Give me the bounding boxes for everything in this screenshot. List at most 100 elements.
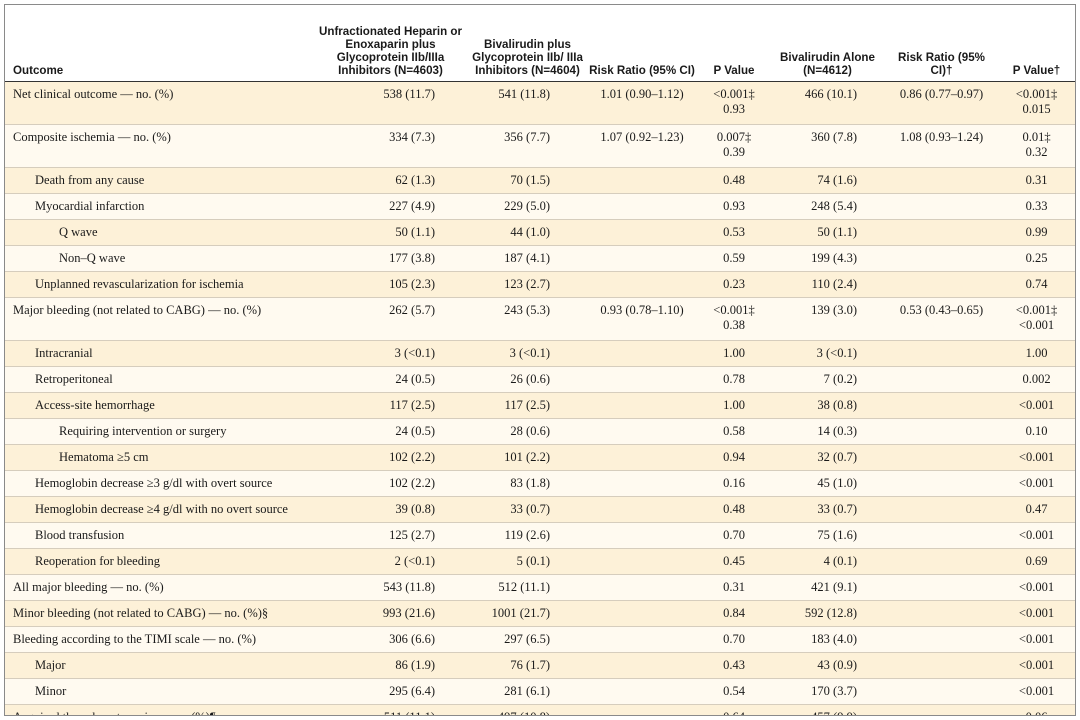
- table-row: Requiring intervention or surgery 24 (0.5…: [5, 418, 1075, 445]
- outcome-label: Unplanned revascularization for ischemia: [5, 271, 312, 298]
- table-row: Major bleeding (not related to CABG) — n…: [5, 297, 1075, 341]
- outcome-label: Retroperitoneal: [5, 366, 312, 393]
- table-row: Net clinical outcome — no. (%) 538 (11.7)…: [5, 81, 1075, 125]
- p-value-1: 1.00: [698, 392, 770, 419]
- heparin-value: 511 (11.1): [312, 704, 469, 715]
- bivalirudin-alone-value: 170 (3.7): [770, 678, 885, 705]
- header-p-value-2: P Value†: [998, 5, 1075, 82]
- p-value-text: 0.69: [1025, 553, 1048, 568]
- bivalirudin-alone-value: 43 (0.9): [770, 652, 885, 679]
- p-value-2: <0.001‡ <0.001: [998, 297, 1075, 341]
- p-value-2: 0.002: [998, 366, 1075, 393]
- outcome-label: Blood transfusion: [5, 522, 312, 549]
- heparin-value: 3 (<0.1): [312, 340, 469, 367]
- risk-ratio-1: [586, 219, 698, 246]
- p-value-text: 0.78: [723, 371, 745, 386]
- bivalirudin-alone-value: 3 (<0.1): [770, 340, 885, 367]
- bivalirudin-gp-value: 5 (0.1): [469, 548, 586, 575]
- bivalirudin-gp-value: 497 (10.8): [469, 704, 586, 715]
- heparin-value: 177 (3.8): [312, 245, 469, 272]
- p-value-2: <0.001: [998, 678, 1075, 705]
- p-value-text: 0.48: [723, 172, 745, 187]
- risk-ratio-1: 0.93 (0.78–1.10): [586, 297, 698, 341]
- p-value-1: 0.48: [698, 496, 770, 523]
- p-value-2: <0.001: [998, 470, 1075, 497]
- bivalirudin-alone-value: 38 (0.8): [770, 392, 885, 419]
- p-value-text: 0.70: [723, 631, 745, 646]
- table-row: All major bleeding — no. (%) 543 (11.8) 51…: [5, 574, 1075, 601]
- risk-ratio-1: [586, 470, 698, 497]
- p-value-text: 0.84: [723, 605, 745, 620]
- risk-ratio-1: [586, 340, 698, 367]
- p-value-text: 0.31: [723, 579, 745, 594]
- bivalirudin-gp-value: 101 (2.2): [469, 444, 586, 471]
- p-value-2: 0.06: [998, 704, 1075, 716]
- p-value-text: 0.007‡: [716, 129, 752, 144]
- p-value-text: <0.001: [1018, 527, 1055, 542]
- table-row: Q wave 50 (1.1) 44 (1.0) 0.53 50 (1.1) 0.99: [5, 219, 1075, 246]
- p-value-text: 0.58: [723, 423, 745, 438]
- p-value-text: 0.002: [1022, 371, 1051, 386]
- outcome-label: Hemoglobin decrease ≥3 g/dl with overt s…: [5, 470, 312, 497]
- heparin-value: 102 (2.2): [312, 444, 469, 471]
- outcome-label: Major: [5, 652, 312, 679]
- p-value-text: 0.47: [1025, 501, 1048, 516]
- p-value-2: <0.001: [998, 444, 1075, 471]
- heparin-value: 125 (2.7): [312, 522, 469, 549]
- outcome-label: Death from any cause: [5, 167, 312, 194]
- outcome-label: Access-site hemorrhage: [5, 392, 312, 419]
- risk-ratio-1: [586, 444, 698, 471]
- p-value-text: <0.001‡: [713, 302, 755, 317]
- p-value-text: 0.38: [723, 317, 745, 332]
- p-value-1: 0.007‡ 0.39: [698, 124, 770, 168]
- risk-ratio-1: [586, 496, 698, 523]
- p-value-text: 0.93: [723, 198, 745, 213]
- p-value-1: 0.31: [698, 574, 770, 601]
- bivalirudin-alone-value: 14 (0.3): [770, 418, 885, 445]
- table-row: Minor 295 (6.4) 281 (6.1) 0.54 170 (3.7) <0.0…: [5, 678, 1075, 705]
- bivalirudin-gp-value: 123 (2.7): [469, 271, 586, 298]
- p-value-2: <0.001: [998, 574, 1075, 601]
- p-value-text: 0.33: [1025, 198, 1048, 213]
- bivalirudin-gp-value: 297 (6.5): [469, 626, 586, 653]
- outcome-label: Reoperation for bleeding: [5, 548, 312, 575]
- risk-ratio-2: [885, 193, 998, 220]
- risk-ratio-2: [885, 418, 998, 445]
- risk-ratio-1: [586, 704, 698, 715]
- table-row: Retroperitoneal 24 (0.5) 26 (0.6) 0.78 7 (0.…: [5, 366, 1075, 393]
- bivalirudin-gp-value: 26 (0.6): [469, 366, 586, 393]
- bivalirudin-gp-value: 119 (2.6): [469, 522, 586, 549]
- bivalirudin-alone-value: 421 (9.1): [770, 574, 885, 601]
- header-p-value-1: P Value: [698, 5, 770, 82]
- bivalirudin-gp-value: 28 (0.6): [469, 418, 586, 445]
- p-value-2: 0.99: [998, 219, 1075, 246]
- table-row: Hemoglobin decrease ≥3 g/dl with overt s…: [5, 470, 1075, 497]
- bivalirudin-gp-value: 187 (4.1): [469, 245, 586, 272]
- p-value-2: 0.47: [998, 496, 1075, 523]
- heparin-value: 102 (2.2): [312, 470, 469, 497]
- heparin-value: 993 (21.6): [312, 600, 469, 627]
- p-value-text: <0.001: [1018, 475, 1055, 490]
- p-value-text: <0.001: [1018, 657, 1055, 672]
- outcome-label: Non–Q wave: [5, 245, 312, 272]
- heparin-value: 543 (11.8): [312, 574, 469, 601]
- risk-ratio-2: [885, 652, 998, 679]
- p-value-text: 0.01‡: [1022, 129, 1051, 144]
- p-value-text: 1.00: [723, 345, 745, 360]
- p-value-text: 0.06: [1002, 710, 1071, 716]
- risk-ratio-2: [885, 444, 998, 471]
- bivalirudin-alone-value: 466 (10.1): [770, 81, 885, 125]
- p-value-text: 0.64: [702, 710, 766, 716]
- p-value-text: 0.39: [723, 144, 745, 159]
- risk-ratio-1: [586, 245, 698, 272]
- outcome-label: Q wave: [5, 219, 312, 246]
- p-value-2: 0.10: [998, 418, 1075, 445]
- table-row: Hemoglobin decrease ≥4 g/dl with no over…: [5, 496, 1075, 523]
- bivalirudin-alone-value: 45 (1.0): [770, 470, 885, 497]
- p-value-text: <0.001: [1018, 605, 1055, 620]
- heparin-value: 105 (2.3): [312, 271, 469, 298]
- bivalirudin-gp-value: 512 (11.1): [469, 574, 586, 601]
- table-row: Bleeding according to the TIMI scale — n…: [5, 626, 1075, 653]
- p-value-text: 0.23: [723, 276, 745, 291]
- p-value-2: <0.001: [998, 522, 1075, 549]
